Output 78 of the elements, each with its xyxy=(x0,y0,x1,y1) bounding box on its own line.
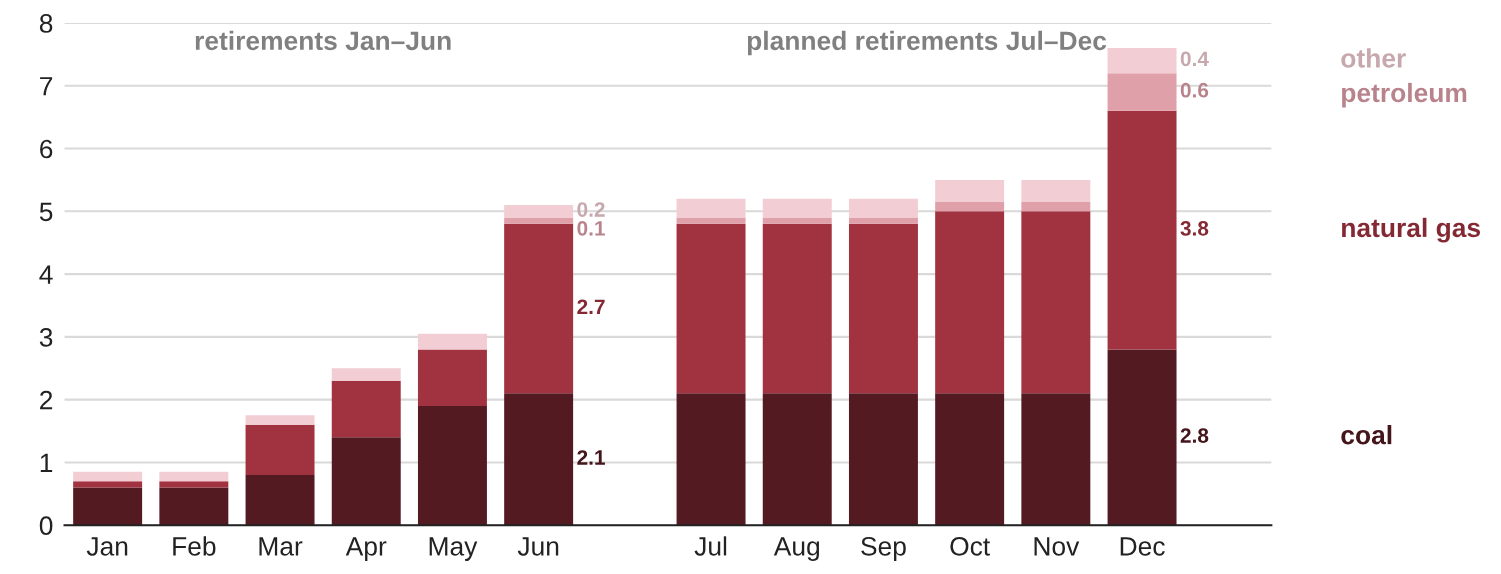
bar xyxy=(1021,393,1091,526)
x-tick-label: Sep xyxy=(861,537,906,561)
x-tick-label: Feb xyxy=(173,536,216,556)
bar xyxy=(245,424,315,475)
bar xyxy=(848,223,918,394)
bar xyxy=(762,393,832,526)
y-tick-label: 7 xyxy=(40,77,53,96)
bar xyxy=(1107,349,1177,526)
x-tick-label: Oct xyxy=(950,537,990,556)
x-tick-label: Mar xyxy=(259,537,303,556)
bar xyxy=(1107,73,1177,111)
y-tick-label: 4 xyxy=(39,265,53,284)
bar xyxy=(159,487,229,526)
x-tick-label: May xyxy=(429,537,478,561)
bar xyxy=(417,405,487,526)
data-label: 0.4 xyxy=(1180,51,1209,67)
data-label: 2.1 xyxy=(577,450,605,465)
y-tick-label: 5 xyxy=(39,202,53,222)
bar xyxy=(1021,179,1091,202)
text: coal xyxy=(1341,425,1392,445)
bar xyxy=(504,393,574,526)
x-tick-label: Jul xyxy=(694,536,727,556)
x-tick-label: Jun xyxy=(517,537,559,556)
bar xyxy=(331,437,401,526)
annotation: retirements Jan–Jun xyxy=(195,30,451,51)
bar xyxy=(504,223,574,394)
bar xyxy=(73,487,143,526)
bar xyxy=(331,368,401,381)
text: natural gas xyxy=(1342,217,1481,243)
bar xyxy=(159,481,229,488)
bar xyxy=(762,223,832,394)
data-label: 0.1 xyxy=(577,220,605,236)
bar xyxy=(1107,48,1177,74)
y-tick-label: 3 xyxy=(39,328,53,347)
data-label: 0.2 xyxy=(577,202,605,217)
bar xyxy=(935,211,1005,394)
bar xyxy=(1021,211,1091,394)
bar xyxy=(676,393,746,526)
data-label: 2.8 xyxy=(1180,428,1209,443)
bar xyxy=(159,471,229,482)
x-tick-label: Nov xyxy=(1034,537,1080,556)
bar xyxy=(504,205,574,218)
data-label: 2.7 xyxy=(577,299,605,314)
bar xyxy=(417,349,487,406)
bar xyxy=(676,223,746,394)
y-tick-label: 6 xyxy=(40,139,53,159)
x-tick-label: Dec xyxy=(1120,537,1165,556)
bar xyxy=(848,393,918,526)
bar xyxy=(73,481,143,488)
bar xyxy=(1021,201,1091,212)
bar xyxy=(848,198,918,218)
x-tick-label: Apr xyxy=(345,537,387,561)
bar xyxy=(504,217,574,224)
bar xyxy=(245,474,315,526)
bar xyxy=(417,333,487,350)
y-tick-label: 2 xyxy=(40,390,53,410)
bar xyxy=(935,201,1005,212)
bar xyxy=(1107,110,1177,350)
bar xyxy=(762,198,832,218)
bar xyxy=(848,217,918,224)
bar xyxy=(245,415,315,425)
text: petroleum xyxy=(1342,82,1467,108)
y-tick-label: 8 xyxy=(39,14,53,33)
x-tick-label: Aug xyxy=(773,537,820,561)
bar xyxy=(762,217,832,224)
y-tick-label: 0 xyxy=(39,516,53,536)
bar xyxy=(73,471,143,482)
bar xyxy=(676,217,746,224)
bar xyxy=(935,393,1005,526)
data-label: 0.6 xyxy=(1180,82,1209,98)
annotation: planned retirements Jul–Dec xyxy=(747,30,1107,56)
x-tick-label: Jan xyxy=(86,537,128,556)
text: other xyxy=(1341,48,1406,68)
y-tick-label: 1 xyxy=(40,453,53,472)
data-label: 3.8 xyxy=(1180,220,1209,236)
bar xyxy=(331,380,401,438)
bar xyxy=(935,179,1005,202)
bar xyxy=(676,198,746,218)
